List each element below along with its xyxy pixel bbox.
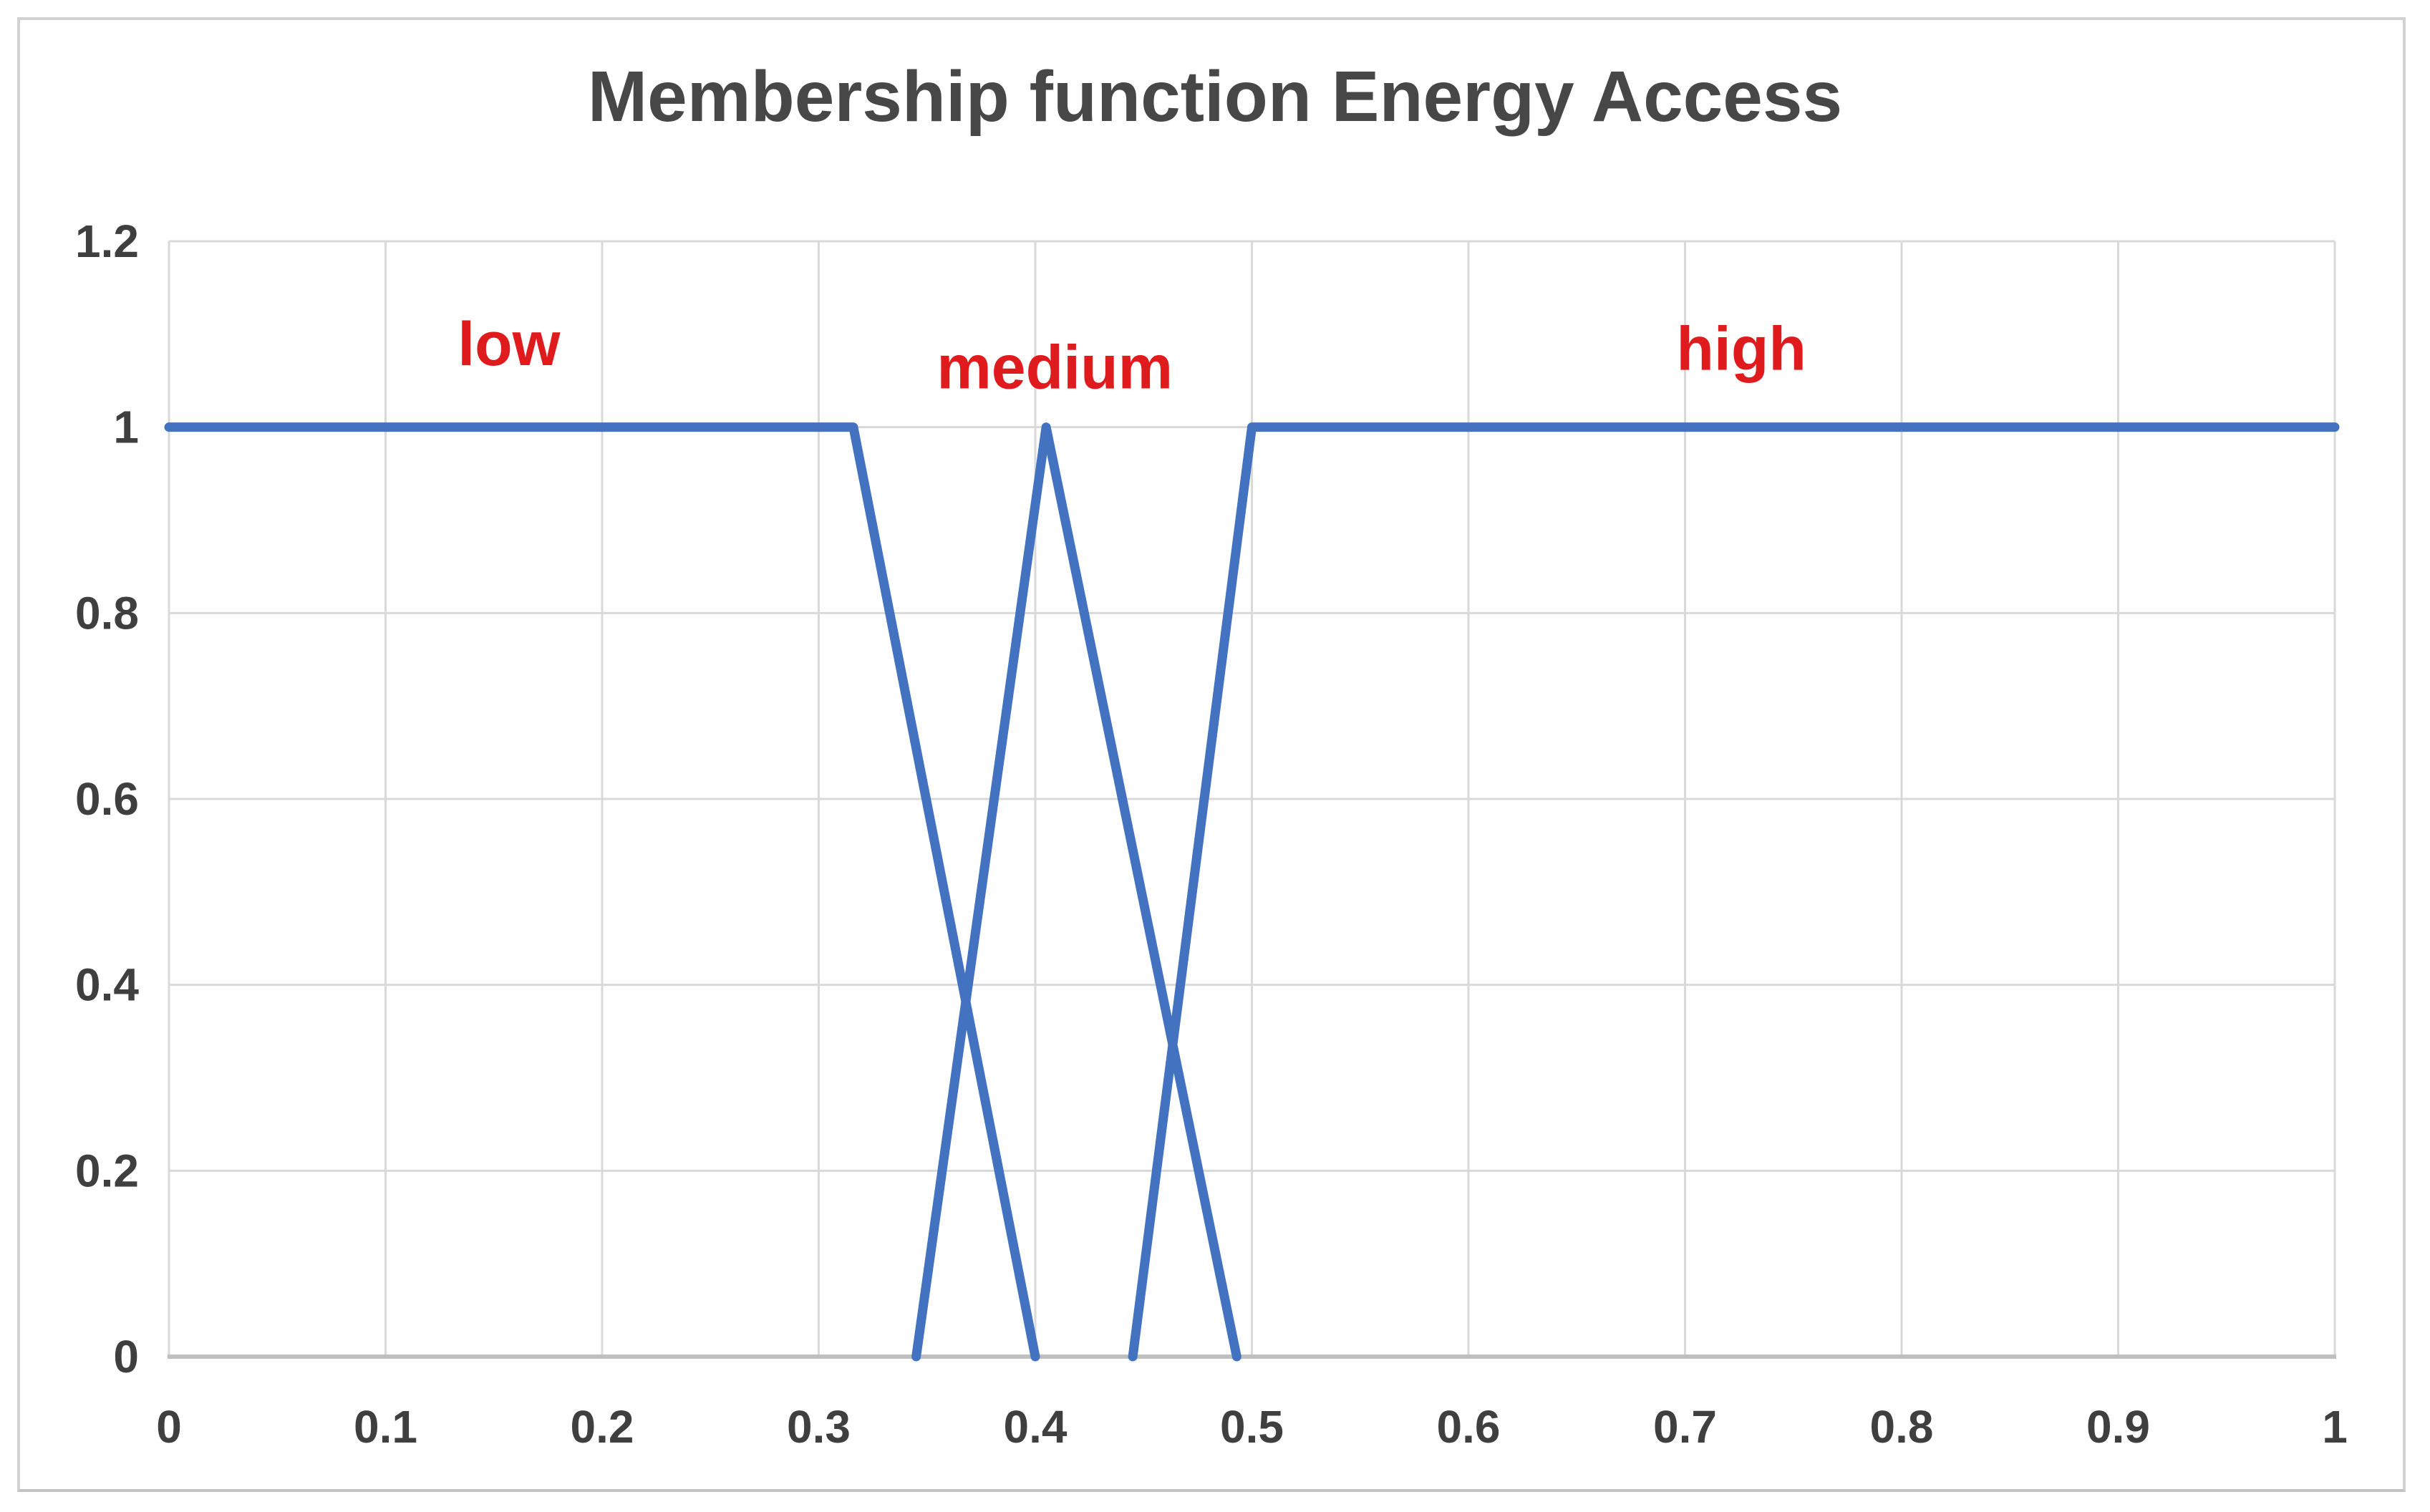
- y-tick-label: 1: [113, 402, 139, 453]
- x-tick-label: 0.9: [2086, 1401, 2150, 1453]
- series-line-high: [1128, 422, 2340, 1362]
- y-tick-label: 0.2: [75, 1145, 139, 1196]
- y-tick-label: 1.2: [75, 215, 139, 267]
- region-label-low: low: [458, 310, 561, 379]
- series-line-low: [164, 422, 1040, 1362]
- x-tick-label: 0.2: [571, 1401, 634, 1453]
- x-tick-label: 0.3: [787, 1401, 851, 1453]
- x-tick-label: 0.7: [1653, 1401, 1717, 1453]
- x-tick-label: 0.5: [1220, 1401, 1284, 1453]
- x-tick-label: 0.1: [354, 1401, 417, 1453]
- y-tick-label: 0.4: [75, 959, 139, 1011]
- x-tick-label: 0: [156, 1401, 182, 1453]
- y-tick-label: 0.8: [75, 587, 139, 639]
- region-label-high: high: [1676, 314, 1806, 383]
- y-tick-label: 0: [113, 1331, 139, 1382]
- x-tick-label: 0.6: [1437, 1401, 1501, 1453]
- x-tick-label: 0.8: [1870, 1401, 1934, 1453]
- x-tick-label: 0.4: [1004, 1401, 1068, 1453]
- x-tick-label: 1: [2322, 1401, 2348, 1453]
- region-label-medium: medium: [936, 333, 1173, 402]
- y-tick-label: 0.6: [75, 773, 139, 825]
- chart-title: Membership function Energy Access: [587, 57, 1843, 137]
